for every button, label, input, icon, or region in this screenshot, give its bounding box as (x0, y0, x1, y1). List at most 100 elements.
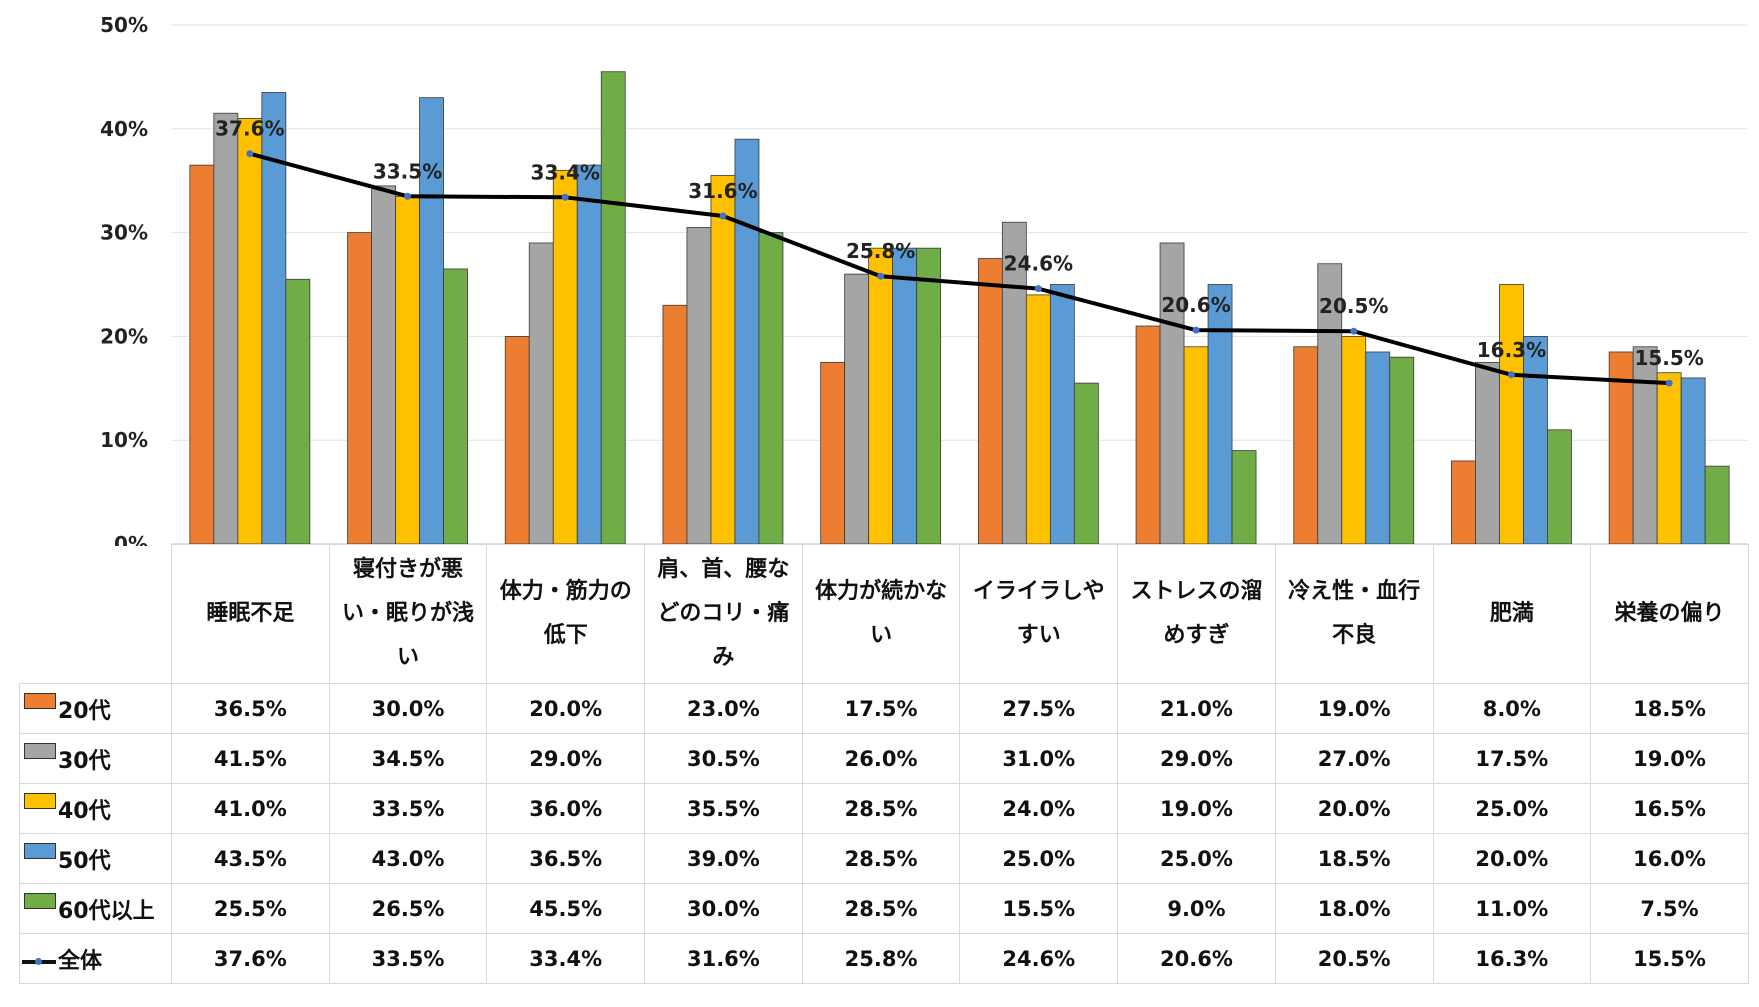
category-label: 体力・筋力の低下 (486, 544, 646, 684)
table-value: 31.0% (959, 733, 1119, 784)
table-value: 33.5% (328, 933, 488, 984)
table-value: 20.0% (1432, 833, 1592, 884)
legend-label: 全体 (58, 948, 103, 974)
legend-label: 20代 (58, 698, 111, 724)
bar-60代以上-8 (1547, 429, 1572, 545)
legend-cell: 60代以上 (19, 883, 172, 934)
line-data-label: 33.4% (531, 160, 600, 184)
line-data-label: 33.5% (373, 159, 442, 183)
bar-60代以上-3 (758, 232, 784, 545)
legend-cell: 全体 (19, 933, 172, 984)
legend-cell: 50代 (19, 833, 172, 884)
bar-60代以上-2 (600, 71, 626, 545)
y-tick-label: 30% (100, 221, 148, 245)
category-label: 肥満 (1432, 544, 1592, 684)
bar-20代-0 (189, 164, 215, 545)
line-point (404, 192, 412, 200)
table-value: 41.0% (171, 783, 330, 834)
bar-60代以上-9 (1704, 465, 1730, 545)
bar-60代以上-4 (916, 247, 942, 545)
bar-40代-7 (1341, 335, 1367, 545)
bar-50代-1 (419, 97, 444, 545)
table-value: 36.5% (171, 683, 330, 734)
table-value: 19.0% (1274, 683, 1434, 734)
line-data-label: 15.5% (1634, 346, 1703, 370)
table-value: 19.0% (1117, 783, 1276, 834)
legend-cell: 20代 (19, 683, 172, 734)
table-row: 全体 37.6% 33.5% 33.4% 31.6% 25.8% 24.6% 20.6% 20.… (19, 933, 1749, 984)
table-value: 25.0% (1117, 833, 1276, 884)
table-value: 9.0% (1117, 883, 1276, 934)
y-tick-label: 50% (100, 13, 148, 37)
category-label: 肩、首、腰などのコリ・痛み (644, 544, 803, 684)
bar-30代-0 (213, 112, 239, 545)
table-value: 43.5% (171, 833, 330, 884)
table-value: 33.4% (486, 933, 646, 984)
bar-40代-1 (395, 195, 420, 545)
legend-label: 60代以上 (58, 898, 155, 924)
bar-50代-0 (261, 92, 287, 545)
legend-label: 30代 (58, 748, 111, 774)
table-value: 21.0% (1117, 683, 1276, 734)
bar-60代以上-5 (1073, 382, 1099, 545)
legend-cell: 40代 (19, 783, 172, 834)
table-row: 60代以上 25.5% 26.5% 45.5% 30.0% 28.5% 15.5% 9.0% 1… (19, 883, 1749, 934)
bar-50代-5 (1049, 284, 1075, 545)
table-value: 27.5% (959, 683, 1119, 734)
data-table: 睡眠不足 寝付きが悪い・眠りが浅い 体力・筋力の低下 肩、首、腰などのコリ・痛み 体力が… (19, 544, 1749, 984)
line-data-label: 16.3% (1477, 338, 1546, 362)
line-data-label: 37.6% (215, 117, 284, 141)
table-value: 41.5% (171, 733, 330, 784)
table-value: 24.6% (959, 933, 1119, 984)
bar-30代-1 (371, 185, 396, 545)
bar-40代-5 (1025, 294, 1051, 545)
category-label: ストレスの溜めすぎ (1117, 544, 1276, 684)
table-value: 16.5% (1590, 783, 1749, 834)
table-value: 28.5% (801, 833, 961, 884)
bar-60代以上-0 (285, 278, 311, 545)
line-data-label: 20.6% (1161, 293, 1230, 317)
line-point (1665, 379, 1673, 387)
table-value: 30.0% (328, 683, 488, 734)
y-tick-label: 10% (100, 428, 148, 452)
bar-30代-3 (686, 227, 712, 545)
table-value: 34.5% (328, 733, 488, 784)
table-value: 16.3% (1432, 933, 1592, 984)
bar-50代-8 (1523, 335, 1548, 545)
table-value: 24.0% (959, 783, 1119, 834)
bar-30代-9 (1632, 346, 1658, 545)
category-label: 体力が続かない (801, 544, 961, 684)
table-value: 28.5% (801, 883, 961, 934)
bar-60代以上-1 (443, 268, 468, 545)
line-data-label: 24.6% (1004, 252, 1073, 276)
bar-30代-5 (1001, 221, 1027, 545)
table-value: 20.0% (486, 683, 646, 734)
table-value: 15.5% (959, 883, 1119, 934)
table-value: 8.0% (1432, 683, 1592, 734)
bar-30代-4 (844, 273, 870, 545)
bar-20代-4 (820, 361, 846, 545)
legend-cell: 30代 (19, 733, 172, 784)
line-point (1034, 285, 1042, 293)
table-value: 28.5% (801, 783, 961, 834)
table-value: 25.0% (1432, 783, 1592, 834)
table-value: 18.0% (1274, 883, 1434, 934)
table-value: 15.5% (1590, 933, 1749, 984)
bar-60代以上-6 (1231, 450, 1257, 545)
table-value: 17.5% (1432, 733, 1592, 784)
table-value: 26.5% (328, 883, 488, 934)
table-value: 7.5% (1590, 883, 1749, 934)
table-value: 27.0% (1274, 733, 1434, 784)
line-point (719, 212, 727, 220)
legend-label: 50代 (58, 848, 111, 874)
bar-50代-7 (1365, 351, 1391, 545)
table-value: 26.0% (801, 733, 961, 784)
legend-swatch (24, 742, 56, 759)
table-value: 31.6% (644, 933, 803, 984)
y-tick-label: 20% (100, 324, 148, 348)
table-value: 17.5% (801, 683, 961, 734)
chart: 0% 10% 20% 30% 40% 50% 37.6% 33.5% 33.4% 31.6% 25.… (100, 13, 1748, 546)
legend-label: 40代 (58, 798, 111, 824)
table-value: 29.0% (1117, 733, 1276, 784)
line-point (877, 272, 885, 280)
